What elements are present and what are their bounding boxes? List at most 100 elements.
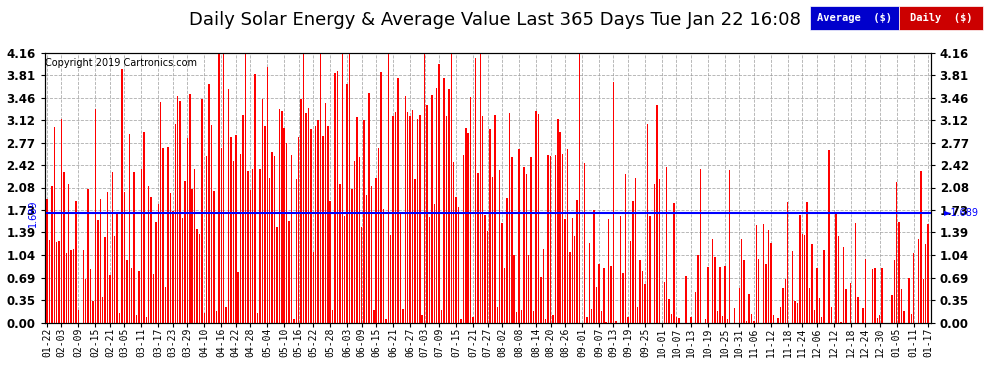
Bar	[238, 272, 239, 322]
Bar	[78, 310, 79, 322]
Bar	[65, 253, 67, 322]
Bar	[269, 178, 270, 322]
Bar	[739, 288, 741, 322]
Bar	[596, 287, 597, 322]
Bar	[231, 136, 232, 322]
Bar	[755, 225, 757, 322]
Bar	[191, 189, 193, 322]
Bar	[342, 53, 344, 322]
Bar	[824, 250, 825, 322]
Bar	[536, 111, 537, 322]
Bar	[465, 128, 466, 322]
Bar	[816, 268, 818, 322]
Bar	[375, 178, 377, 322]
Bar	[293, 319, 295, 322]
Bar	[673, 202, 675, 322]
Bar	[358, 158, 360, 322]
Bar	[678, 318, 679, 322]
Bar	[668, 299, 670, 322]
Bar	[807, 202, 808, 322]
Bar	[780, 307, 781, 322]
Bar	[857, 297, 858, 322]
Bar	[245, 53, 247, 322]
Bar	[494, 116, 496, 322]
Bar	[325, 104, 326, 322]
Bar	[753, 321, 754, 322]
Bar	[102, 297, 103, 322]
Bar	[475, 58, 476, 322]
Bar	[872, 268, 873, 322]
Bar	[335, 73, 336, 322]
Bar	[288, 221, 290, 322]
Bar	[216, 311, 217, 322]
Bar	[544, 319, 546, 322]
Bar	[593, 210, 595, 322]
Bar	[356, 117, 357, 322]
Bar	[348, 53, 350, 322]
Bar	[361, 227, 362, 322]
Bar	[427, 105, 428, 322]
Bar	[666, 166, 667, 322]
Bar	[908, 278, 910, 322]
Bar	[814, 310, 815, 322]
Bar	[235, 135, 237, 322]
Bar	[259, 169, 260, 322]
Bar	[201, 99, 203, 322]
Bar	[85, 279, 86, 322]
Bar	[117, 214, 118, 322]
Bar	[649, 216, 650, 322]
Bar	[925, 244, 927, 322]
Bar	[763, 224, 764, 322]
Bar	[809, 288, 810, 322]
Bar	[470, 98, 471, 322]
Bar	[802, 234, 803, 322]
Bar	[566, 149, 568, 322]
Bar	[516, 312, 518, 322]
Bar	[903, 311, 905, 322]
Bar	[122, 69, 123, 322]
Bar	[734, 309, 736, 322]
Bar	[55, 243, 57, 322]
Bar	[266, 68, 268, 322]
Bar	[380, 72, 382, 322]
Bar	[419, 116, 421, 322]
Bar	[368, 93, 369, 322]
Bar	[489, 129, 491, 322]
Bar	[625, 174, 627, 322]
Bar	[422, 315, 423, 322]
Bar	[189, 94, 190, 322]
Bar	[656, 105, 657, 322]
Bar	[928, 224, 929, 322]
Bar	[344, 216, 346, 322]
Bar	[327, 126, 329, 322]
Bar	[770, 243, 771, 322]
Bar	[457, 207, 459, 322]
Bar	[49, 240, 50, 322]
Bar	[506, 198, 508, 322]
Bar	[167, 147, 168, 322]
Bar	[60, 120, 62, 322]
Bar	[453, 162, 454, 322]
Bar	[920, 171, 922, 322]
Bar	[842, 247, 844, 322]
Bar	[320, 53, 322, 322]
Bar	[620, 216, 622, 322]
Bar	[378, 148, 379, 322]
Bar	[249, 190, 251, 322]
Bar	[632, 201, 634, 322]
Bar	[340, 184, 341, 322]
Bar	[313, 252, 314, 322]
Bar	[271, 152, 273, 322]
Bar	[715, 257, 716, 322]
Bar	[712, 239, 714, 322]
Text: Daily  ($): Daily ($)	[910, 13, 972, 22]
Bar	[162, 148, 164, 322]
Bar	[90, 269, 91, 322]
Bar	[707, 267, 709, 322]
Bar	[615, 321, 617, 322]
Bar	[346, 84, 347, 322]
Bar	[538, 114, 540, 322]
Bar	[441, 309, 443, 322]
Bar	[831, 308, 832, 322]
Bar	[772, 315, 774, 322]
